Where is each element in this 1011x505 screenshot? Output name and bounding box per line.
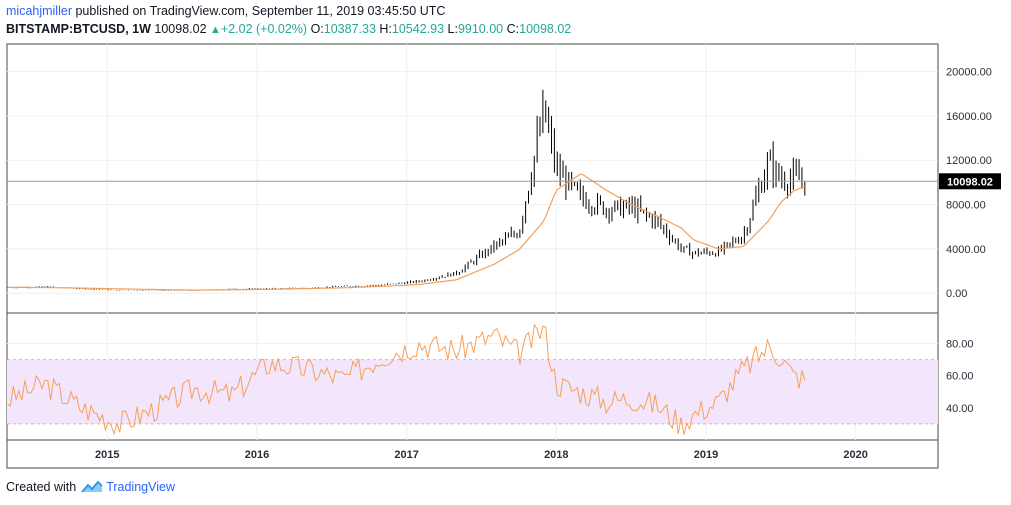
symbol-label[interactable]: BITSTAMP:BTCUSD, 1W xyxy=(6,22,151,36)
x-tick-label: 2016 xyxy=(245,449,269,461)
last-price-badge xyxy=(939,173,1001,190)
x-tick-label: 2018 xyxy=(544,449,568,461)
rsi-band xyxy=(7,359,938,424)
high-value: 10542.93 xyxy=(391,22,445,36)
rsi-line xyxy=(7,323,806,436)
price-tick-label: 12000.00 xyxy=(946,155,992,167)
price-bars xyxy=(6,89,806,291)
close-label: C: xyxy=(506,22,520,36)
author-link[interactable]: micahjmiller xyxy=(6,4,72,18)
rsi-tick-label: 60.00 xyxy=(946,371,974,383)
created-with-text: Created with xyxy=(6,480,77,494)
price-tick-label: 0.00 xyxy=(946,288,967,300)
x-tick-label: 2020 xyxy=(843,449,867,461)
x-tick-label: 2015 xyxy=(95,449,119,461)
price-tick-label: 4000.00 xyxy=(946,244,986,256)
high-label: H: xyxy=(379,22,392,36)
low-value: 9910.00 xyxy=(457,22,504,36)
symbol-line: BITSTAMP:BTCUSD, 1W 10098.02 ▲+2.02 (+0.… xyxy=(6,22,571,36)
open-label: O: xyxy=(310,22,324,36)
footer: Created with TradingView xyxy=(6,480,175,494)
up-triangle-icon: ▲ xyxy=(210,24,221,36)
open-value: 10387.33 xyxy=(323,22,376,36)
publish-line: micahjmiller published on TradingView.co… xyxy=(6,4,445,18)
moving-average-line xyxy=(7,173,806,291)
tradingview-logo-icon xyxy=(81,480,103,493)
close-value: 10098.02 xyxy=(519,22,572,36)
tradingview-link[interactable]: TradingView xyxy=(106,480,175,494)
price-tick-label: 8000.00 xyxy=(946,200,986,212)
price-tick-label: 20000.00 xyxy=(946,67,992,79)
price-tick-label: 16000.00 xyxy=(946,111,992,123)
last-price-text: 10098.02 xyxy=(154,22,207,36)
rsi-tick-label: 80.00 xyxy=(946,339,974,351)
change-text: +2.02 (+0.02%) xyxy=(220,22,308,36)
published-text: published on TradingView.com, September … xyxy=(75,4,446,18)
last-price-label: 10098.02 xyxy=(947,176,993,188)
x-tick-label: 2019 xyxy=(694,449,718,461)
rsi-tick-label: 40.00 xyxy=(946,403,974,415)
x-tick-label: 2017 xyxy=(394,449,418,461)
chart-frame xyxy=(6,43,939,469)
low-label: L: xyxy=(447,22,458,36)
